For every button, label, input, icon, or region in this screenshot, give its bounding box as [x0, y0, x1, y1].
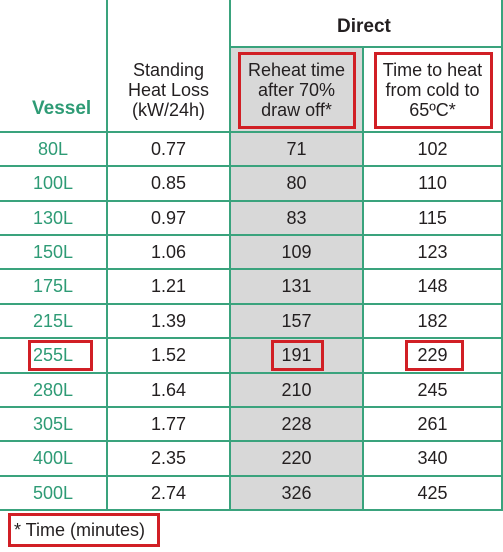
- vessel-255l-highlight: [28, 340, 93, 371]
- table-cell-heat: 102: [417, 139, 448, 159]
- grid-line: [0, 268, 503, 270]
- table-cell-reheat: 326: [281, 483, 312, 503]
- table-cell-heat: 110: [418, 173, 447, 193]
- table-cell-reheat: 220: [281, 448, 312, 468]
- table-cell-reheat: 80: [286, 173, 307, 193]
- grid-line: [106, 0, 108, 510]
- table-cell-reheat: 157: [281, 311, 312, 331]
- table-cell-heat: 148: [417, 276, 448, 296]
- table-cell-reheat: 210: [281, 380, 312, 400]
- footnote-highlight: [8, 513, 160, 547]
- grid-line: [0, 337, 503, 339]
- header-line: 65ºC*: [409, 100, 456, 120]
- table-cell-vessel: 150L: [32, 242, 74, 262]
- heat-229-highlight: [405, 340, 464, 371]
- table-cell-vessel: 280L: [32, 380, 74, 400]
- table-cell-vessel: 175L: [32, 276, 74, 296]
- table-cell-heat: 425: [417, 483, 448, 503]
- header-line: Standing: [132, 60, 205, 80]
- table-cell-vessel: 130L: [32, 208, 74, 228]
- grid-line: [0, 509, 503, 511]
- table-cell-loss: 1.77: [150, 414, 187, 434]
- table-cell-heat: 261: [417, 414, 448, 434]
- table-cell-loss: 1.39: [150, 311, 187, 331]
- table-cell-heat: 182: [417, 311, 448, 331]
- table-cell-loss: 0.97: [150, 208, 187, 228]
- header-line: after 70%: [257, 80, 336, 100]
- standing-heat-loss-header: Standing Heat Loss (kW/24h): [108, 60, 229, 120]
- table-cell-reheat: 83: [286, 208, 307, 228]
- grid-line: [0, 372, 503, 374]
- table-cell-loss: 0.77: [150, 139, 187, 159]
- time-to-heat-header: Time to heat from cold to 65ºC*: [364, 60, 501, 120]
- header-line: draw off*: [261, 100, 332, 120]
- table-cell-reheat: 131: [281, 276, 312, 296]
- header-line: Reheat time: [247, 60, 346, 80]
- table-cell-heat: 229: [417, 345, 448, 365]
- grid-line: [0, 234, 503, 236]
- grid-line: [362, 48, 364, 510]
- table-cell-vessel: 80L: [37, 139, 69, 159]
- grid-line: [0, 303, 503, 305]
- table-cell-reheat: 228: [281, 414, 312, 434]
- table-cell-vessel: 305L: [32, 414, 74, 434]
- grid-line: [0, 475, 503, 477]
- grid-line: [0, 131, 503, 133]
- reheat-header-highlight: [238, 52, 356, 129]
- heat-header-highlight: [374, 52, 493, 129]
- table-cell-vessel: 400L: [32, 448, 74, 468]
- table-cell-vessel: 100L: [32, 173, 74, 193]
- table-cell-heat: 115: [418, 208, 447, 228]
- table-cell-loss: 2.74: [150, 483, 187, 503]
- grid-line: [229, 0, 231, 510]
- table-cell-loss: 1.52: [150, 345, 187, 365]
- table-cell-reheat: 109: [281, 242, 312, 262]
- table-cell-vessel: 500L: [32, 483, 74, 503]
- reheat-191-highlight: [271, 340, 324, 371]
- grid-line: [501, 0, 503, 510]
- table-cell-loss: 1.06: [150, 242, 187, 262]
- table-cell-reheat: 71: [286, 139, 307, 159]
- header-line: from cold to: [385, 80, 480, 100]
- header-line: (kW/24h): [131, 100, 205, 120]
- grid-line: [229, 46, 503, 48]
- footnote: * Time (minutes): [14, 520, 146, 540]
- header-line: Heat Loss: [127, 80, 210, 100]
- table-cell-heat: 245: [417, 380, 448, 400]
- table-cell-vessel: 215L: [32, 311, 74, 331]
- direct-group-header: Direct: [337, 16, 391, 37]
- table-cell-loss: 1.64: [150, 380, 187, 400]
- header-line: Time to heat: [382, 60, 483, 80]
- grid-line: [0, 165, 503, 167]
- vessel-column-header: Vessel: [32, 98, 92, 119]
- reheat-column-shade: [231, 48, 362, 510]
- table-cell-loss: 1.21: [150, 276, 187, 296]
- table-cell-loss: 0.85: [150, 173, 187, 193]
- table-cell-heat: 123: [417, 242, 448, 262]
- grid-line: [0, 440, 503, 442]
- table-cell-vessel: 255L: [32, 345, 74, 365]
- table-cell-loss: 2.35: [150, 448, 187, 468]
- table-cell-reheat: 191: [281, 345, 312, 365]
- grid-line: [0, 406, 503, 408]
- table-cell-heat: 340: [417, 448, 448, 468]
- grid-line: [0, 200, 503, 202]
- reheat-time-header: Reheat time after 70% draw off*: [231, 60, 362, 120]
